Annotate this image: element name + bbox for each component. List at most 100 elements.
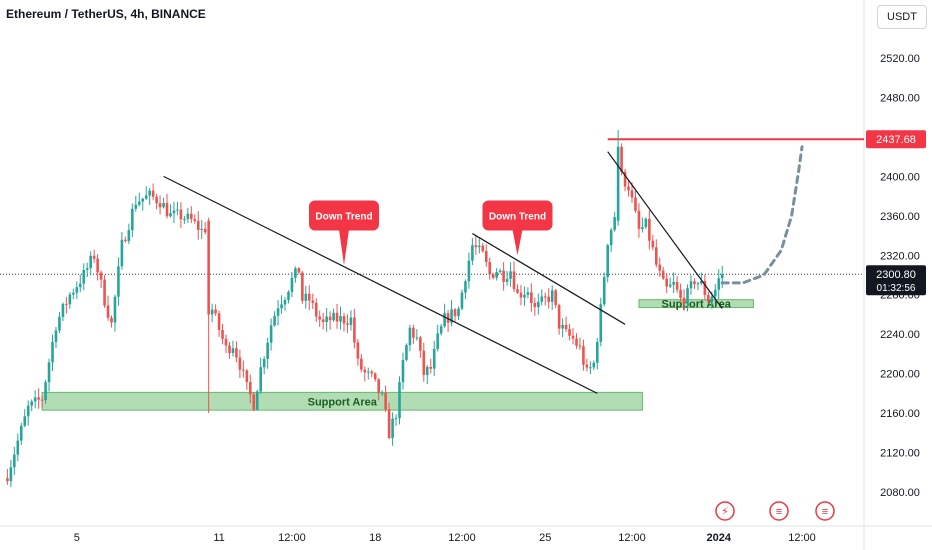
callout-pointer bbox=[338, 229, 349, 266]
candle-body bbox=[637, 210, 641, 229]
candle-body bbox=[478, 245, 481, 248]
candle-body bbox=[311, 300, 315, 303]
candle-body bbox=[193, 219, 197, 221]
candle-body bbox=[75, 287, 79, 293]
candle-body bbox=[384, 392, 387, 410]
candle-body bbox=[176, 209, 179, 211]
candle-body bbox=[346, 323, 349, 325]
x-tick-label: 25 bbox=[539, 532, 551, 544]
candle-body bbox=[450, 309, 453, 323]
support-zone-label: Support Area bbox=[662, 299, 732, 311]
x-tick-label: 12:00 bbox=[788, 532, 816, 544]
candle-body bbox=[682, 297, 686, 304]
candle-body bbox=[453, 309, 457, 317]
candle-body bbox=[467, 260, 471, 282]
y-tick-label: 2360.00 bbox=[880, 211, 920, 223]
candle-body bbox=[255, 391, 259, 410]
us-flag-event-icon[interactable]: ≡ bbox=[769, 501, 789, 521]
y-tick-label: 2320.00 bbox=[880, 250, 920, 262]
candle-body bbox=[543, 296, 547, 298]
us-flag-event-icon[interactable]: ≡ bbox=[815, 501, 835, 521]
candle-body bbox=[391, 418, 394, 439]
candle-body bbox=[474, 245, 478, 248]
candle-body bbox=[366, 371, 370, 373]
candle-body bbox=[550, 290, 554, 302]
candle-body bbox=[269, 325, 273, 343]
candle-body bbox=[443, 313, 446, 327]
us-flag-event-icon-glyph: ≡ bbox=[776, 506, 782, 518]
candle-body bbox=[242, 369, 245, 371]
candle-body bbox=[245, 370, 249, 383]
candle-body bbox=[183, 218, 186, 220]
candle-body bbox=[627, 186, 630, 191]
candle-body bbox=[602, 277, 606, 305]
candle-body bbox=[599, 304, 603, 342]
candle-body bbox=[13, 454, 16, 468]
candle-body bbox=[720, 274, 724, 279]
x-tick-label: 18 bbox=[369, 532, 381, 544]
candle-body bbox=[370, 371, 374, 374]
candle-body bbox=[717, 278, 721, 290]
candle-body bbox=[696, 283, 700, 285]
candle-body bbox=[266, 342, 269, 359]
candle-body bbox=[533, 303, 537, 308]
candle-body bbox=[249, 382, 252, 395]
candle-body bbox=[484, 251, 488, 263]
y-tick-label: 2400.00 bbox=[880, 171, 920, 183]
candle-body bbox=[405, 345, 408, 360]
flash-event-icon[interactable]: ⚡ bbox=[715, 501, 735, 521]
support-zone-label: Support Area bbox=[308, 396, 378, 408]
candle-body bbox=[280, 304, 283, 309]
y-tick-label: 2160.00 bbox=[880, 408, 920, 420]
last-price-label: 2300.80 bbox=[876, 269, 916, 281]
candle-body bbox=[190, 213, 193, 220]
candle-body bbox=[134, 204, 138, 209]
us-flag-event-icon-ring bbox=[769, 501, 789, 521]
candle-body bbox=[457, 308, 460, 317]
candle-body bbox=[9, 467, 13, 482]
candle-body bbox=[356, 342, 360, 359]
candle-body bbox=[113, 296, 117, 323]
candle-body bbox=[131, 208, 134, 231]
candle-body bbox=[422, 350, 426, 375]
candle-body bbox=[165, 202, 169, 217]
candle-body bbox=[155, 196, 158, 204]
candle-body bbox=[641, 227, 644, 229]
candle-body bbox=[540, 296, 544, 302]
candle-body bbox=[564, 324, 568, 330]
candle-body bbox=[554, 290, 557, 305]
currency-button[interactable]: USDT bbox=[877, 5, 927, 29]
candle-body bbox=[561, 324, 564, 329]
y-tick-label: 2120.00 bbox=[880, 448, 920, 460]
candle-body bbox=[589, 367, 592, 369]
candle-body bbox=[304, 293, 308, 301]
event-icons: ⚡ ≡ ≡ bbox=[715, 501, 835, 521]
candle-body bbox=[419, 337, 422, 351]
candle-body bbox=[429, 366, 433, 369]
candle-body bbox=[44, 382, 47, 401]
candle-body bbox=[439, 326, 443, 334]
candle-body bbox=[335, 312, 339, 322]
chart-title: Ethereum / TetherUS, 4h, BINANCE bbox=[6, 7, 206, 21]
candle-body bbox=[137, 201, 141, 205]
candle-body bbox=[502, 270, 505, 282]
candle-body bbox=[151, 190, 155, 197]
candle-body bbox=[172, 210, 176, 214]
callout-label: Down Trend bbox=[489, 212, 546, 223]
support-zones: Support Area Support Area bbox=[41, 299, 754, 411]
candle-body bbox=[488, 262, 492, 275]
candle-body bbox=[214, 309, 217, 314]
candle-body bbox=[85, 268, 89, 270]
candle-body bbox=[373, 373, 377, 380]
candle-body bbox=[224, 338, 228, 346]
trendline bbox=[472, 233, 626, 325]
candle-body bbox=[203, 228, 207, 233]
candle-body bbox=[283, 299, 287, 305]
candle-body bbox=[321, 319, 325, 323]
candle-body bbox=[353, 317, 356, 343]
candle-body bbox=[221, 329, 224, 339]
candle-body bbox=[394, 418, 398, 420]
candle-body bbox=[16, 440, 20, 455]
y-tick-label: 2240.00 bbox=[880, 329, 920, 341]
